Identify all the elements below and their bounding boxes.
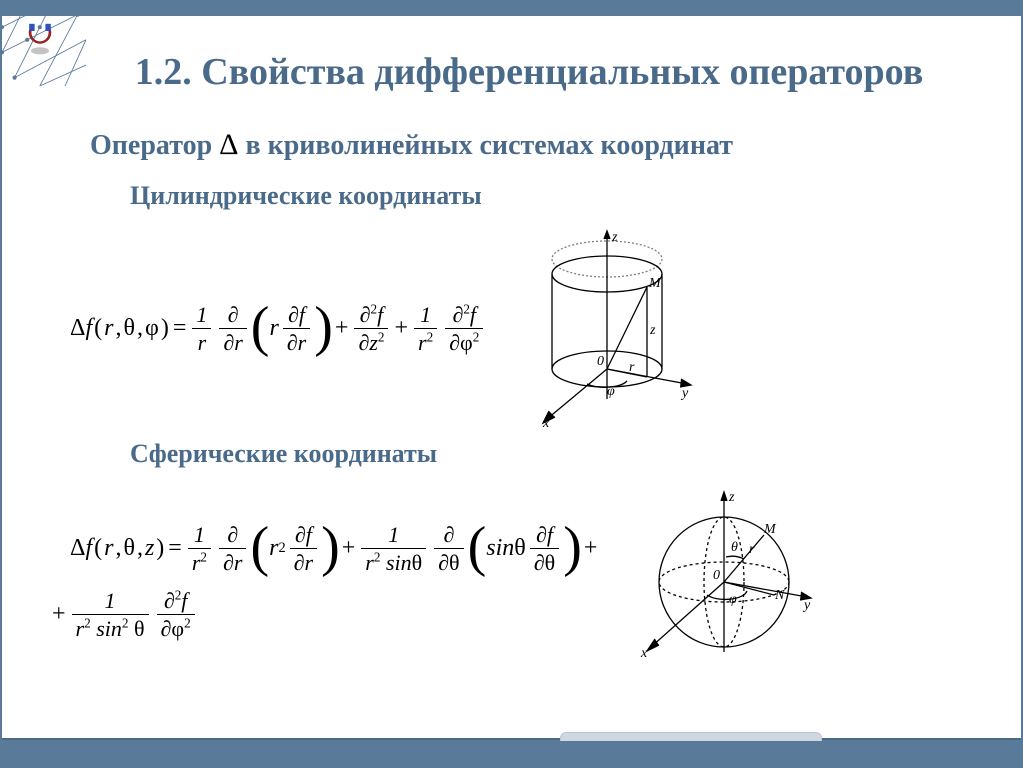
svg-text:φ: φ [729,592,737,607]
svg-text:0: 0 [713,568,720,583]
bottom-border-bar [0,738,1023,768]
subtitle-pre: Оператор [90,130,212,161]
spherical-formula-line2: + 1r2 sin2 θ ∂2f∂φ2 [50,587,599,643]
corner-logo-block [0,0,90,90]
svg-text:M: M [763,522,777,537]
svg-text:z: z [611,230,618,245]
delta-symbol: Δ [219,128,238,161]
svg-text:x: x [542,416,550,429]
svg-text:0: 0 [597,354,604,369]
svg-text:y: y [802,598,811,613]
svg-text:z: z [728,490,735,505]
sphere-diagram: z y x M r θ φ N 0 [629,487,819,677]
svg-text:y: y [680,386,689,401]
spherical-row: Δf (r,θ,z) = 1r2 ∂∂r ( r2 ∂f∂r ) + 1r2 s… [70,487,968,677]
svg-text:N: N [774,588,785,603]
cylindrical-row: Δf (r,θ,φ) = 1r ∂∂r ( r ∂f∂r ) + ∂2f∂z2 … [70,229,968,429]
spherical-heading: Сферические координаты [130,439,968,469]
slide-title: 1.2. Свойства дифференциальных операторо… [90,50,968,96]
svg-text:φ: φ [607,384,615,399]
cylindrical-heading: Цилиндрические координаты [130,181,968,211]
svg-text:x: x [640,646,648,661]
svg-text:θ: θ [731,540,738,555]
magnet-icon [22,22,58,58]
spherical-formula-line1: Δf (r,θ,z) = 1r2 ∂∂r ( r2 ∂f∂r ) + 1r2 s… [70,521,599,577]
svg-text:z: z [649,323,656,338]
svg-text:M: M [648,276,662,291]
slide-subtitle: Оператор Δ в криволинейных системах коор… [90,116,968,173]
cylindrical-formula: Δf (r,θ,φ) = 1r ∂∂r ( r ∂f∂r ) + ∂2f∂z2 … [70,301,487,357]
svg-text:r: r [629,360,635,375]
subtitle-post: в криволинейных системах координат [245,130,733,161]
cylinder-diagram: z y x M z r φ 0 [517,229,697,429]
top-border-bar [0,0,1023,16]
svg-text:r: r [749,542,755,557]
